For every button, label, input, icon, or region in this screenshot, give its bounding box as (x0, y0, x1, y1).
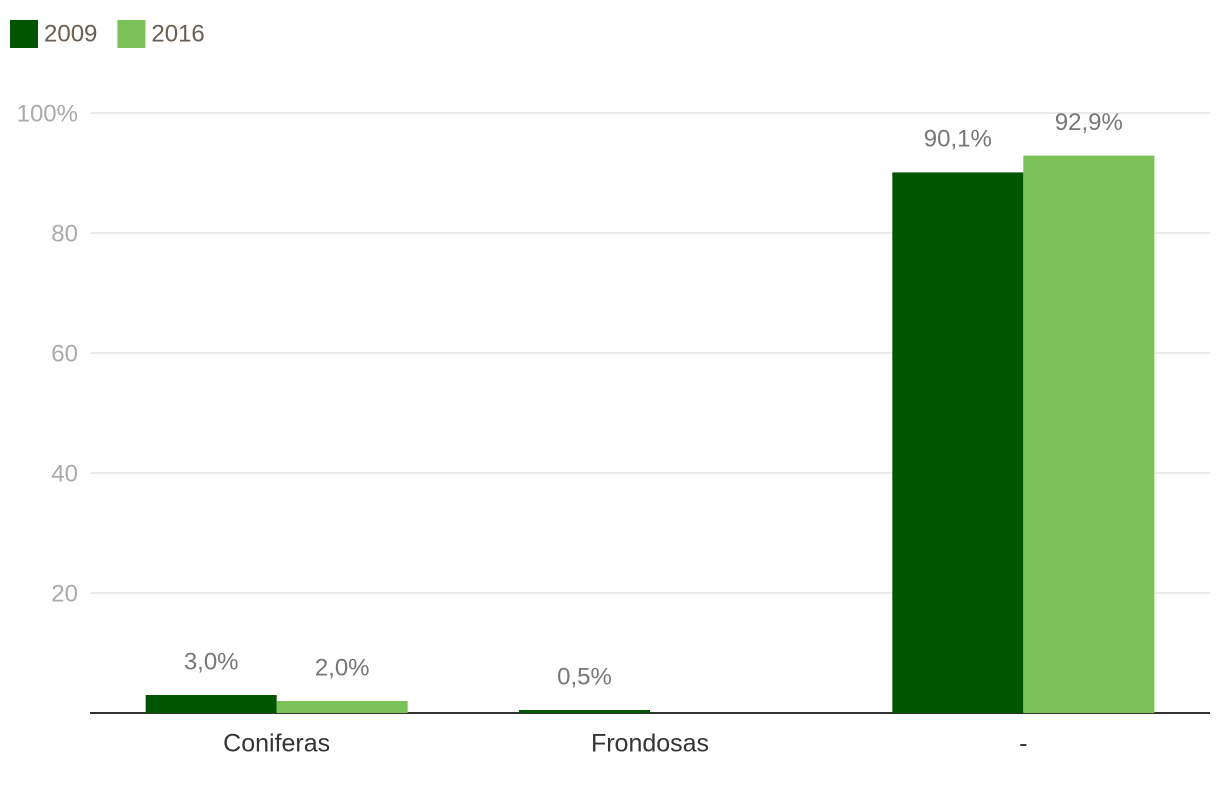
value-label: 3,0% (184, 648, 239, 675)
y-tick-label: 20 (51, 580, 78, 607)
legend-label: 2009 (44, 20, 97, 47)
x-tick-label: Frondosas (591, 730, 709, 758)
legend-label: 2016 (151, 20, 204, 47)
y-tick-label: 60 (51, 340, 78, 367)
x-tick-label: Coniferas (223, 730, 330, 758)
bar (519, 710, 650, 713)
legend-swatch (117, 20, 146, 48)
legend-swatch (10, 20, 38, 48)
y-tick-label: 100% (17, 100, 78, 127)
bar (1023, 155, 1155, 714)
bar (892, 172, 1024, 713)
bar (145, 695, 277, 713)
value-label: 0,5% (557, 663, 612, 690)
value-label: 2,0% (315, 654, 370, 681)
y-tick-label: 40 (51, 460, 78, 487)
value-label: 90,1% (924, 126, 992, 153)
y-tick-label: 80 (51, 220, 78, 247)
x-tick-label: - (1019, 730, 1027, 758)
bar (276, 701, 408, 713)
value-label: 92,9% (1055, 109, 1123, 136)
